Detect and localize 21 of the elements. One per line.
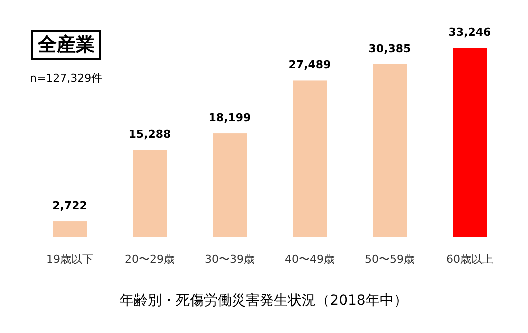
bar — [133, 150, 167, 237]
bar — [213, 134, 247, 237]
bar — [293, 80, 327, 237]
data-label: 2,722 — [52, 200, 88, 213]
bar — [53, 222, 87, 237]
bar — [453, 48, 487, 237]
x-tick-label: 30〜39歳 — [205, 253, 255, 266]
x-tick-label: 40〜49歳 — [285, 253, 335, 266]
chart-title: 全産業 — [37, 34, 95, 56]
data-label: 15,288 — [128, 128, 172, 142]
bar — [373, 64, 407, 237]
text: n=127,329件 — [30, 72, 103, 85]
data-label: 18,199 — [208, 112, 252, 125]
data-label: 33,246 — [448, 26, 492, 39]
text: 年齢別・死傷労働災害発生状況（2018年中） — [120, 293, 408, 309]
x-tick-label: 20〜29歳 — [125, 253, 175, 266]
x-tick-label: 60歳以上 — [446, 253, 494, 266]
data-label: 30,385 — [368, 42, 412, 56]
x-tick-label: 19歳以下 — [46, 253, 94, 266]
x-tick-label: 50〜59歳 — [365, 253, 415, 266]
data-label: 27,489 — [288, 58, 332, 72]
